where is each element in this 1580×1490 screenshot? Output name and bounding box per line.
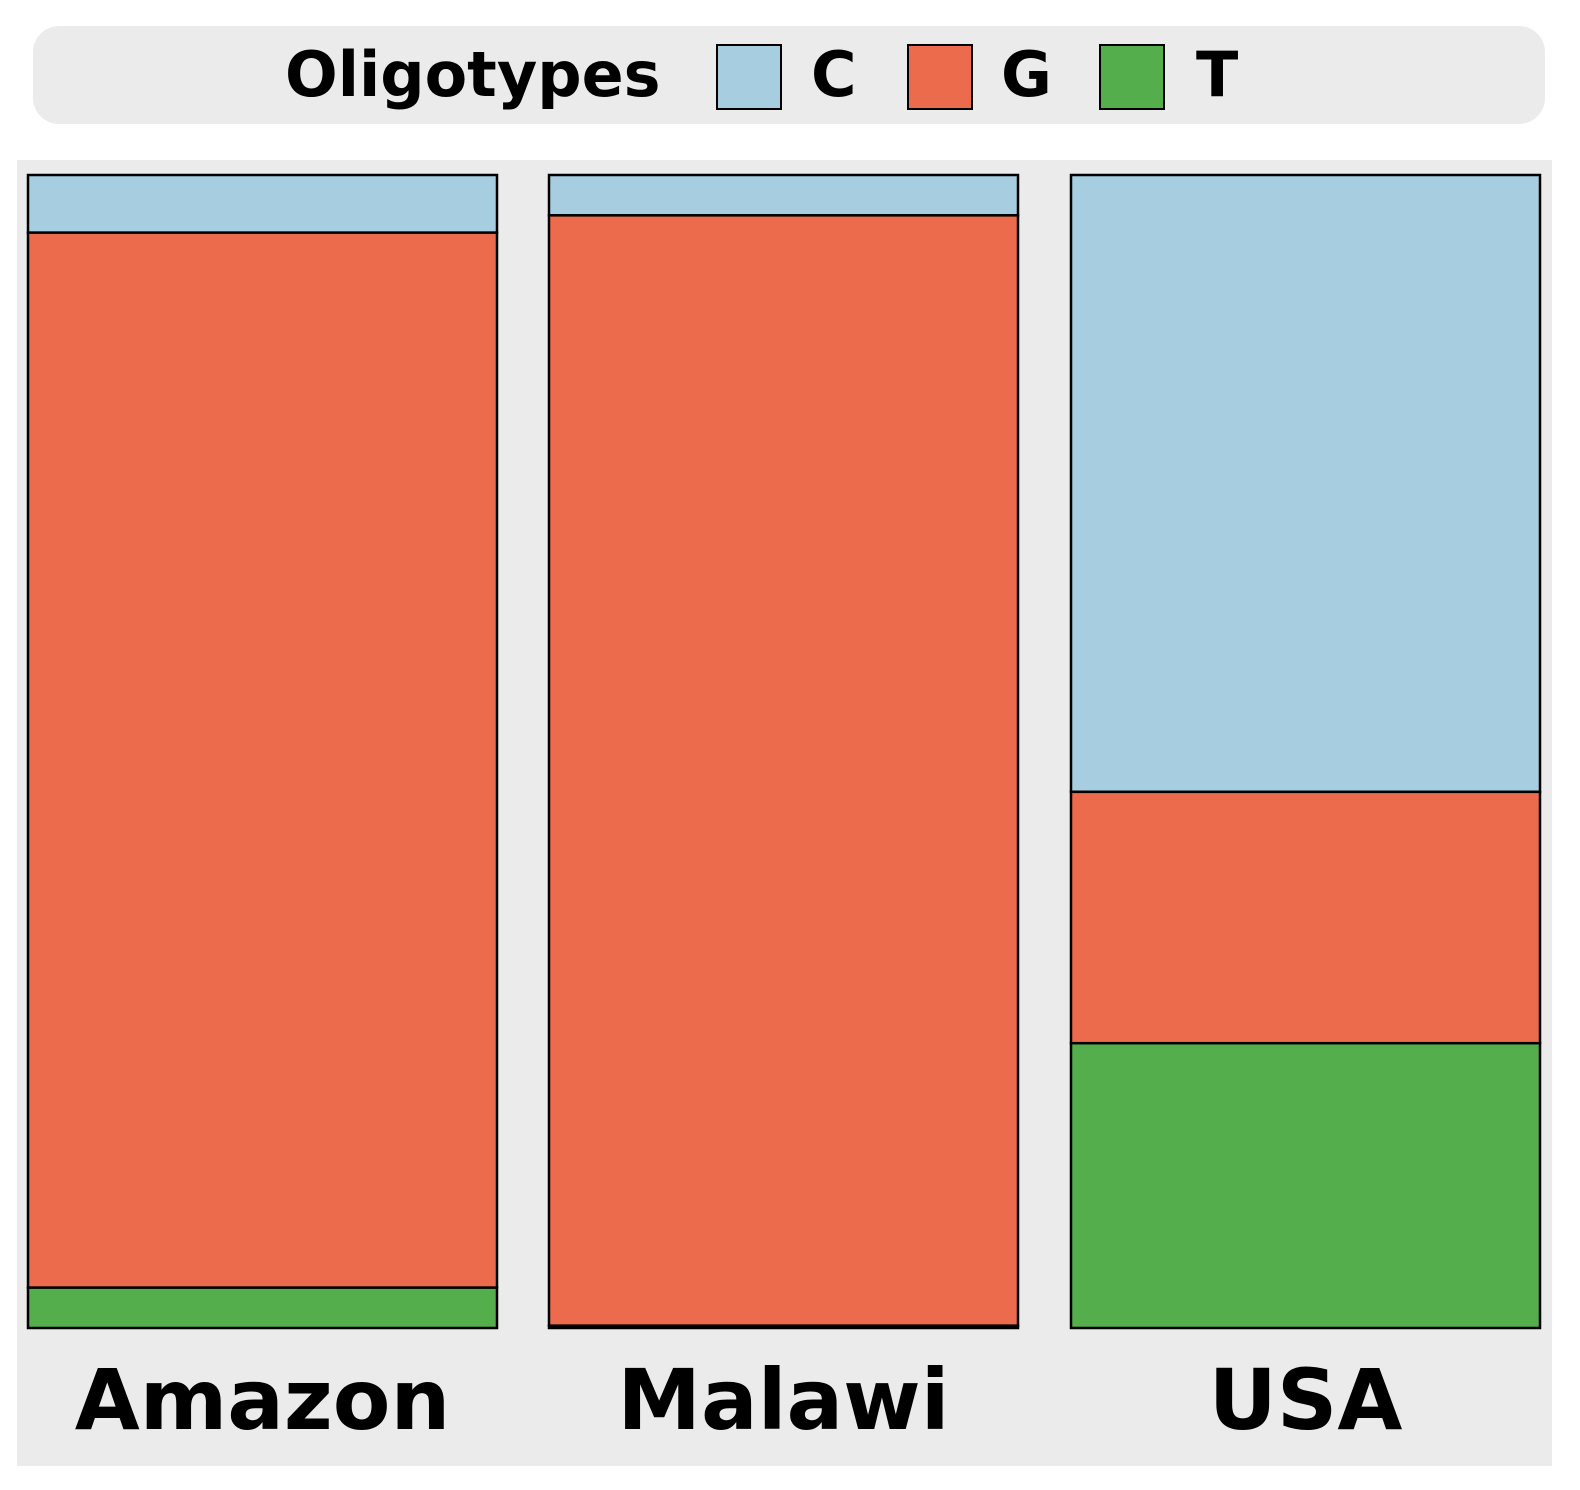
bar-segment-malawi-c — [547, 173, 1020, 217]
category-label-malawi: Malawi — [617, 1351, 950, 1449]
legend-swatch-c — [716, 44, 782, 110]
bar-segment-usa-g — [1069, 790, 1542, 1045]
bar-segment-malawi-t — [547, 1324, 1020, 1330]
legend-label-c: C — [811, 38, 857, 111]
category-label-amazon: Amazon — [74, 1351, 451, 1449]
legend-swatch-t — [1099, 44, 1165, 110]
bar-segment-usa-c — [1069, 173, 1542, 794]
category-label-usa: USA — [1208, 1351, 1403, 1449]
bar-segment-amazon-c — [26, 173, 499, 234]
legend-label-g: G — [1001, 38, 1052, 111]
legend-label-t: T — [1196, 38, 1239, 111]
bar-segment-amazon-t — [26, 1286, 499, 1330]
bar-segment-usa-t — [1069, 1041, 1542, 1330]
legend-swatch-g — [907, 44, 973, 110]
bar-segment-malawi-g — [547, 214, 1020, 1327]
bar-segment-amazon-g — [26, 231, 499, 1289]
legend: Oligotypes C G T — [33, 26, 1545, 124]
legend-title: Oligotypes — [285, 38, 661, 111]
